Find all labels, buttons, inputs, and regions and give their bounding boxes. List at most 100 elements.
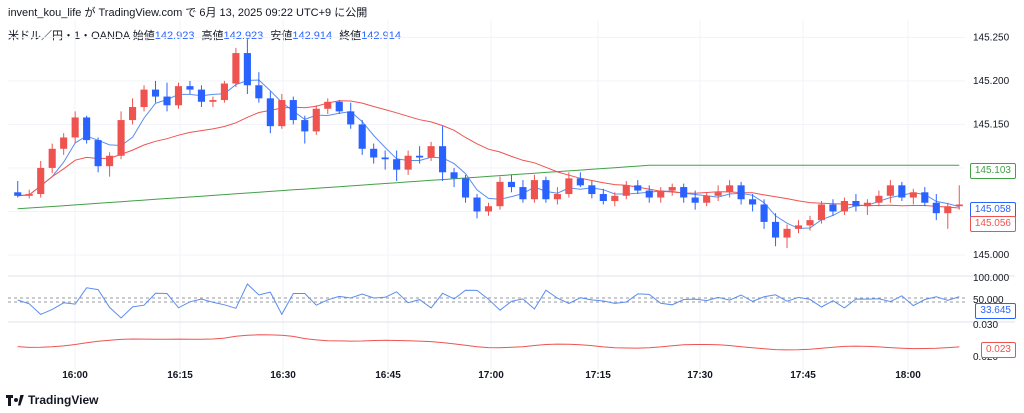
candle-body <box>174 86 183 106</box>
candle-body <box>588 185 596 195</box>
candle-body <box>312 108 320 132</box>
candle-body <box>530 180 538 200</box>
candle-body <box>944 206 952 214</box>
candle-body <box>197 89 206 102</box>
candle-body <box>886 185 894 196</box>
candle-body <box>794 225 803 229</box>
candle-body <box>645 190 653 198</box>
candle-body <box>840 200 848 212</box>
candle-body <box>496 181 504 207</box>
candle-body <box>771 221 780 238</box>
candle-body <box>909 192 917 198</box>
candle-body <box>611 195 619 201</box>
tag-osc-red: 0.023 <box>980 342 1016 358</box>
symbol-label: 米ドル／円・1・OANDA <box>8 30 130 42</box>
candle-body <box>117 120 125 156</box>
candle-body <box>726 185 734 193</box>
candle-body <box>737 185 745 200</box>
time-tick: 16:45 <box>375 370 401 381</box>
candle-body <box>565 178 573 195</box>
candle-body <box>255 85 263 99</box>
close-label: 終値 <box>339 30 362 42</box>
candle-body <box>760 204 768 222</box>
publish-info: invent_kou_life が TradingView.com で 6月 1… <box>8 7 368 19</box>
candle-body <box>416 155 424 158</box>
ma-slow-line <box>17 164 960 210</box>
low-value: 142.914 <box>292 30 333 42</box>
candle-body <box>852 200 860 207</box>
candle-body <box>25 194 33 196</box>
candle-body <box>691 197 699 203</box>
candle-body <box>473 197 481 212</box>
candle-body <box>829 204 837 212</box>
time-tick: 17:45 <box>790 370 816 381</box>
candle-body <box>301 120 309 132</box>
candle-body <box>83 117 91 141</box>
candle-body <box>60 137 68 149</box>
candle-body <box>106 155 114 167</box>
candle-body <box>450 172 458 179</box>
candle-body <box>863 202 871 207</box>
time-tick: 16:15 <box>167 370 193 381</box>
candle-body <box>576 178 584 186</box>
time-tick: 16:30 <box>270 370 296 381</box>
open-value: 142.923 <box>154 30 195 42</box>
moving-averages <box>17 79 960 229</box>
candle-body <box>668 187 676 191</box>
candle-body <box>289 100 297 121</box>
candle-body <box>266 98 274 127</box>
oscillator-panes <box>8 283 965 351</box>
candle-body <box>955 204 963 207</box>
candle-body <box>622 185 630 196</box>
candle-body <box>358 124 366 149</box>
osc-red-line <box>17 334 960 351</box>
candle-body <box>680 187 688 198</box>
chart-grid <box>8 20 1015 370</box>
candle-body <box>324 101 332 109</box>
close-value: 142.914 <box>361 30 401 42</box>
candle-body <box>71 117 79 138</box>
candle-body <box>921 192 929 203</box>
candle-body <box>14 192 22 196</box>
candle-body <box>657 190 665 198</box>
tradingview-footer[interactable]: TradingView <box>6 393 98 407</box>
candle-body <box>393 159 401 170</box>
candle-body <box>439 146 447 173</box>
candle-body <box>404 155 412 170</box>
candle-body <box>347 111 355 125</box>
candle-body <box>140 89 148 108</box>
candle-body <box>714 192 722 196</box>
price-tick: 145.200 <box>973 76 1010 87</box>
ohlc-legend: 米ドル／円・1・OANDA 始値142.923 高値142.923 安値142.… <box>8 27 405 43</box>
low-label: 安値 <box>270 30 293 42</box>
candle-body <box>48 148 56 168</box>
candle-body <box>243 53 251 86</box>
time-tick: 16:00 <box>62 370 88 381</box>
candle-body <box>209 100 217 102</box>
candle-body <box>817 204 826 221</box>
candle-body <box>427 146 435 158</box>
brand-label: TradingView <box>28 393 99 407</box>
time-tick: 17:00 <box>478 370 504 381</box>
candle-body <box>381 157 389 160</box>
time-tick: 18:00 <box>895 370 921 381</box>
candle-body <box>507 181 516 188</box>
candle-body <box>932 202 940 214</box>
candle-body <box>875 195 883 203</box>
ma-fast-line <box>17 79 960 229</box>
candle-body <box>553 194 561 200</box>
osc-blue-line <box>17 283 960 319</box>
candle-body <box>129 107 137 121</box>
osc-tick: 0.030 <box>973 320 998 331</box>
tag-ma-red: 145.056 <box>969 216 1016 232</box>
candle-body <box>461 178 470 198</box>
candle-body <box>94 140 102 167</box>
candle-body <box>232 53 240 84</box>
time-tick: 17:15 <box>585 370 611 381</box>
candle-body <box>519 187 527 200</box>
candle-body <box>783 228 791 238</box>
ma-mid-line <box>17 100 960 209</box>
candle-body <box>278 100 286 127</box>
price-tick: 145.250 <box>973 32 1010 43</box>
